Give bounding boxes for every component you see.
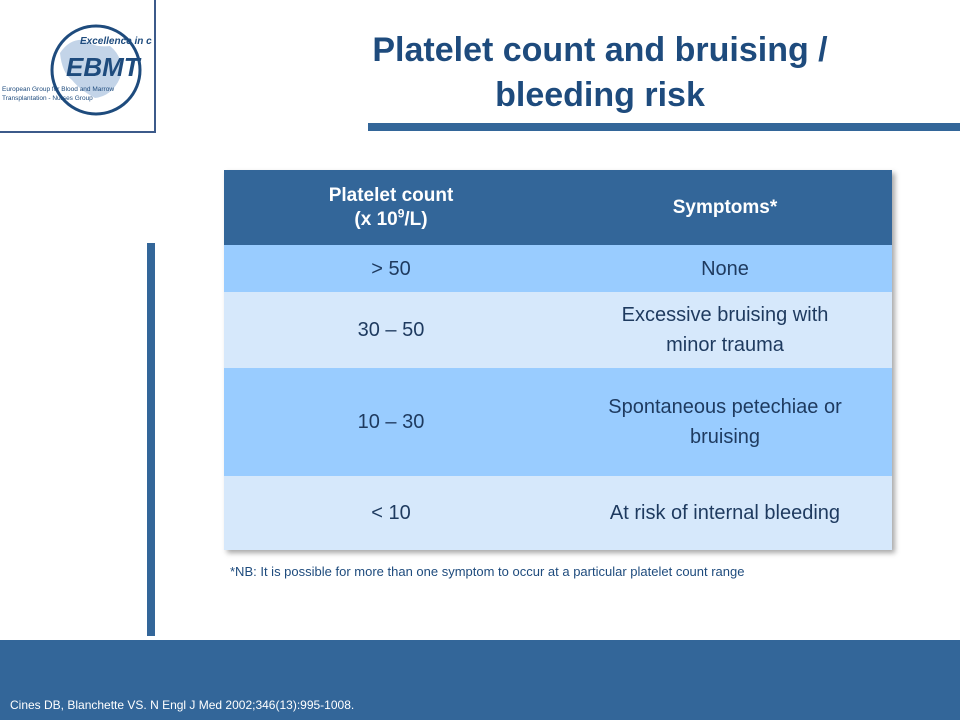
count-cell: < 10 [224,498,558,528]
title-underline-bar [368,123,960,131]
logo-name: EBMT [66,52,142,82]
count-text: 30 – 50 [357,319,425,341]
table-row: > 50 None [224,245,892,292]
footnote: *NB: It is possible for more than one sy… [230,564,745,579]
symptom-cell: None [558,254,892,284]
count-cell: 10 – 30 [224,407,558,437]
table-header-row: Platelet count (x 109/L) Symptoms* [224,170,892,245]
footer-band [0,640,960,720]
symptom-cell: At risk of internal bleeding [558,498,892,528]
page-title: Platelet count and bruising / bleeding r… [300,28,900,118]
count-text: 10 – 30 [357,411,425,433]
platelet-table: Platelet count (x 109/L) Symptoms* > 50 … [224,170,892,550]
citation: Cines DB, Blanchette VS. N Engl J Med 20… [10,698,355,712]
count-cell: 30 – 50 [224,315,558,345]
header-unit-suffix: /L) [404,208,428,230]
symptom-text: Spontaneous petechiae or bruising [608,396,842,448]
frame-horizontal-line [0,131,156,133]
left-accent-bar [147,243,155,636]
symptom-cell: Excessive bruising with minor trauma [558,300,892,360]
symptom-text: At risk of internal bleeding [609,502,841,524]
header-symptoms: Symptoms* [672,196,778,218]
header-unit-sup: 9 [397,206,405,221]
header-col1-line1: Platelet count [328,184,454,206]
count-text: < 10 [371,502,411,524]
symptom-cell: Spontaneous petechiae or bruising [558,392,892,452]
title-line2: bleeding risk [495,76,705,114]
logo-line2: Transplantation - Nurses Group [2,95,93,102]
frame-vertical-line [154,0,156,133]
header-platelet-count: Platelet count (x 109/L) [224,184,558,232]
symptom-text: Excessive bruising with minor trauma [621,304,829,356]
count-text: > 50 [371,257,411,280]
table-row: 30 – 50 Excessive bruising with minor tr… [224,292,892,368]
table-row: < 10 At risk of internal bleeding [224,476,892,550]
logo-tagline: Excellence in care [80,36,152,47]
header-col1-line2: (x 109/L) [354,206,428,232]
count-cell: > 50 [224,254,558,284]
table-row: 10 – 30 Spontaneous petechiae or bruisin… [224,368,892,476]
title-line1: Platelet count and bruising / [372,31,828,69]
logo-line1: European Group for Blood and Marrow [2,86,114,93]
symptom-text: None [701,257,749,280]
ebmt-logo: Excellence in care EBMT European Group f… [2,24,152,116]
header-unit-prefix: (x 10 [354,208,398,230]
